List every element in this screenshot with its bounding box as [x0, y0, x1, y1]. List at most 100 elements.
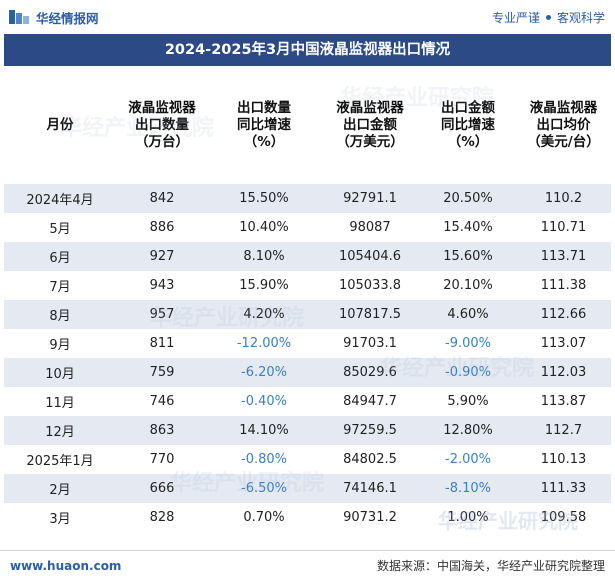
table-row: 5月 886 10.40% 98087 15.40% 110.71	[4, 213, 611, 242]
export-amount-cell: 91703.1	[343, 336, 397, 351]
export-quantity-cell: 746	[149, 394, 175, 409]
export-amount-cell: 84947.7	[343, 394, 397, 409]
amount-yoy-cell: 20.10%	[443, 278, 493, 293]
export-amount-cell: 97259.5	[343, 423, 397, 438]
amount-yoy-cell: -2.00%	[445, 452, 491, 467]
export-quantity-cell: 863	[149, 423, 175, 438]
amount-yoy-cell: 1.00%	[447, 510, 489, 525]
data-table: 月份 液晶监视器 出口数量 （万台） 出口数量 同比增速 （%） 液晶监视器 出口金额…	[4, 66, 611, 532]
amount-yoy-cell: 5.90%	[447, 394, 489, 409]
average-price-cell: 112.66	[540, 307, 587, 322]
export-amount-cell: 98087	[349, 220, 391, 235]
export-quantity-cell: 666	[149, 481, 175, 496]
export-amount-cell: 85029.6	[343, 365, 397, 380]
export-quantity-cell: 759	[149, 365, 175, 380]
average-price-cell: 112.7	[544, 423, 583, 438]
table-row: 6月 927 8.10% 105404.6 15.60% 113.71	[4, 242, 611, 271]
tagline-right: 客观科学	[556, 10, 605, 25]
average-price-cell: 113.07	[540, 336, 587, 351]
quantity-yoy-cell: -0.80%	[241, 452, 287, 467]
table-row: 8月 957 4.20% 107817.5 4.60% 112.66	[4, 300, 611, 329]
month-cell: 10月	[45, 367, 75, 382]
month-cell: 2025年1月	[26, 454, 94, 469]
column-header: 出口金额 同比增速 （%）	[441, 99, 495, 150]
month-cell: 12月	[45, 425, 75, 440]
quantity-yoy-cell: 10.40%	[239, 220, 289, 235]
footer-url-link[interactable]: www.huaon.com	[10, 558, 122, 573]
month-cell: 2月	[49, 483, 71, 498]
brand[interactable]: 华经情报网	[8, 8, 99, 27]
column-header: 液晶监视器 出口均价 （美元/台）	[527, 99, 600, 150]
tagline-left: 专业严谨	[491, 10, 540, 25]
table-row: 7月 943 15.90% 105033.8 20.10% 111.38	[4, 271, 611, 300]
average-price-cell: 112.03	[540, 365, 587, 380]
export-amount-cell: 105033.8	[338, 278, 402, 293]
export-amount-cell: 105404.6	[338, 249, 402, 264]
table-row: 2025年1月 770 -0.80% 84802.5 -2.00% 110.13	[4, 445, 611, 474]
amount-yoy-cell: -8.10%	[445, 481, 491, 496]
amount-yoy-cell: 20.50%	[443, 191, 493, 206]
column-header: 月份	[46, 116, 74, 133]
export-amount-cell: 90731.2	[343, 510, 397, 525]
month-cell: 2024年4月	[26, 193, 94, 208]
page-title: 2024-2025年3月中国液晶监视器出口情况	[4, 34, 611, 66]
month-cell: 8月	[49, 309, 71, 324]
top-bar: 华经情报网 专业严谨 客观科学	[0, 0, 615, 34]
quantity-yoy-cell: 15.90%	[239, 278, 289, 293]
amount-yoy-cell: 4.60%	[447, 307, 489, 322]
table-row: 2月 666 -6.50% 74146.1 -8.10% 111.33	[4, 474, 611, 503]
table-row: 10月 759 -6.20% 85029.6 -0.90% 112.03	[4, 358, 611, 387]
month-cell: 6月	[49, 251, 71, 266]
column-header: 液晶监视器 出口数量 （万台）	[128, 99, 196, 150]
quantity-yoy-cell: 4.20%	[243, 307, 285, 322]
export-quantity-cell: 811	[149, 336, 175, 351]
column-header: 出口数量 同比增速 （%）	[237, 99, 291, 150]
table-row: 12月 863 14.10% 97259.5 12.80% 112.7	[4, 416, 611, 445]
huajing-logo-icon	[9, 10, 29, 24]
quantity-yoy-cell: 15.50%	[239, 191, 289, 206]
export-quantity-cell: 943	[149, 278, 175, 293]
month-cell: 11月	[45, 396, 75, 411]
quantity-yoy-cell: -0.40%	[241, 394, 287, 409]
table-header-row: 月份 液晶监视器 出口数量 （万台） 出口数量 同比增速 （%） 液晶监视器 出口金额…	[4, 66, 611, 184]
month-cell: 3月	[49, 512, 71, 527]
table-body: 2024年4月 842 15.50% 92791.1 20.50% 110.2 5月 886 1…	[4, 184, 611, 532]
export-quantity-cell: 770	[149, 452, 175, 467]
export-quantity-cell: 828	[149, 510, 175, 525]
column-header: 液晶监视器 出口金额 （万美元）	[336, 99, 404, 150]
amount-yoy-cell: -9.00%	[445, 336, 491, 351]
data-source: 数据来源：中国海关，华经产业研究院整理	[376, 559, 605, 573]
separator-dot-icon	[545, 14, 551, 20]
average-price-cell: 110.71	[540, 220, 587, 235]
table-row: 2024年4月 842 15.50% 92791.1 20.50% 110.2	[4, 184, 611, 213]
amount-yoy-cell: 15.60%	[443, 249, 493, 264]
quantity-yoy-cell: 8.10%	[243, 249, 285, 264]
export-quantity-cell: 842	[149, 191, 175, 206]
table-row: 3月 828 0.70% 90731.2 1.00% 109.58	[4, 503, 611, 532]
amount-yoy-cell: 15.40%	[443, 220, 493, 235]
export-amount-cell: 84802.5	[343, 452, 397, 467]
average-price-cell: 109.58	[540, 510, 587, 525]
average-price-cell: 113.71	[540, 249, 587, 264]
quantity-yoy-cell: 0.70%	[243, 510, 285, 525]
quantity-yoy-cell: -12.00%	[236, 336, 292, 351]
amount-yoy-cell: -0.90%	[445, 365, 491, 380]
export-amount-cell: 107817.5	[338, 307, 402, 322]
month-cell: 5月	[49, 222, 71, 237]
export-quantity-cell: 886	[149, 220, 175, 235]
average-price-cell: 110.2	[544, 191, 583, 206]
footer: www.huaon.com 数据来源：中国海关，华经产业研究院整理	[0, 550, 615, 580]
export-amount-cell: 74146.1	[343, 481, 397, 496]
table-row: 11月 746 -0.40% 84947.7 5.90% 113.87	[4, 387, 611, 416]
quantity-yoy-cell: 14.10%	[239, 423, 289, 438]
month-cell: 7月	[49, 280, 71, 295]
export-quantity-cell: 957	[149, 307, 175, 322]
month-cell: 9月	[49, 338, 71, 353]
table-row: 9月 811 -12.00% 91703.1 -9.00% 113.07	[4, 329, 611, 358]
quantity-yoy-cell: -6.50%	[241, 481, 287, 496]
average-price-cell: 111.38	[540, 278, 587, 293]
export-quantity-cell: 927	[149, 249, 175, 264]
average-price-cell: 110.13	[540, 452, 587, 467]
average-price-cell: 113.87	[540, 394, 587, 409]
tagline: 专业严谨 客观科学	[492, 9, 605, 26]
